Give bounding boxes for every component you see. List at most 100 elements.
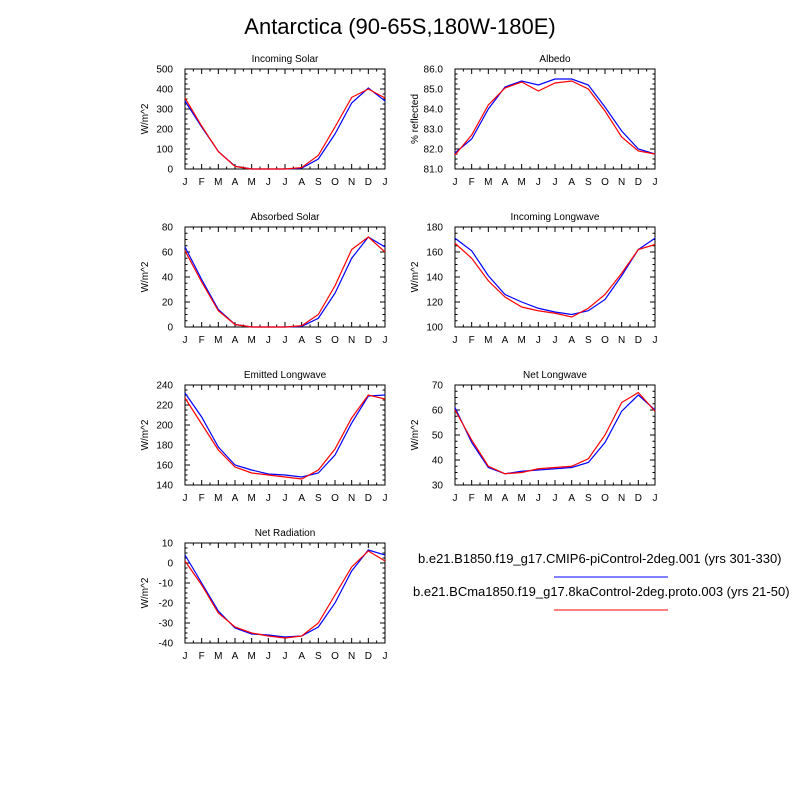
x-tick-label: J <box>653 335 658 346</box>
series-line-1 <box>184 549 386 638</box>
y-tick-label: 160 <box>426 248 443 259</box>
x-tick-label: O <box>331 335 339 346</box>
axes-frame <box>184 384 386 486</box>
x-tick-label: J <box>453 177 458 188</box>
x-tick-label: A <box>502 335 509 346</box>
x-tick-label: M <box>214 177 222 188</box>
x-tick-label: F <box>199 493 205 504</box>
x-tick-label: S <box>585 177 592 188</box>
series-line-1 <box>184 87 386 170</box>
y-tick-label: 240 <box>156 381 173 392</box>
x-tick-label: J <box>453 493 458 504</box>
x-tick-label: S <box>315 177 322 188</box>
y-tick-label: 84.0 <box>424 105 444 116</box>
y-tick-label: 70 <box>432 381 444 392</box>
x-tick-label: A <box>232 651 239 662</box>
x-tick-label: M <box>517 177 525 188</box>
x-tick-label: M <box>247 493 255 504</box>
legend: b.e21.B1850.f19_g17.CMIP6-piControl-2deg… <box>413 551 790 611</box>
x-tick-label: J <box>383 177 388 188</box>
x-tick-label: A <box>298 177 305 188</box>
x-tick-label: F <box>199 177 205 188</box>
x-tick-label: A <box>232 177 239 188</box>
x-tick-label: J <box>653 177 658 188</box>
series-line-2 <box>454 391 656 475</box>
series-line-1 <box>454 237 656 316</box>
y-axis-label: W/m^2 <box>140 577 151 608</box>
y-tick-label: 0 <box>167 323 173 334</box>
x-tick-label: A <box>502 177 509 188</box>
x-tick-label: D <box>635 493 642 504</box>
y-tick-label: 20 <box>162 298 174 309</box>
x-tick-label: D <box>365 493 372 504</box>
panel-title: Emitted Longwave <box>244 370 327 381</box>
x-tick-label: J <box>283 651 288 662</box>
x-tick-label: J <box>553 177 558 188</box>
y-tick-label: -10 <box>159 579 174 590</box>
y-tick-label: 200 <box>156 421 173 432</box>
x-tick-label: J <box>383 493 388 504</box>
x-tick-label: J <box>553 335 558 346</box>
x-tick-label: J <box>283 177 288 188</box>
x-tick-label: J <box>183 651 188 662</box>
x-tick-label: M <box>517 493 525 504</box>
y-tick-label: 140 <box>156 481 173 492</box>
axes-frame <box>454 68 656 170</box>
y-tick-label: 500 <box>156 65 173 76</box>
x-tick-label: D <box>365 177 372 188</box>
x-tick-label: O <box>601 177 609 188</box>
y-axis-label: W/m^2 <box>140 261 151 292</box>
y-tick-label: -30 <box>159 619 174 630</box>
legend-label: b.e21.B1850.f19_g17.CMIP6-piControl-2deg… <box>418 551 782 566</box>
x-tick-label: J <box>183 177 188 188</box>
x-tick-label: J <box>266 177 271 188</box>
x-tick-label: J <box>536 177 541 188</box>
x-tick-label: J <box>266 335 271 346</box>
series-line-1 <box>454 78 656 155</box>
y-tick-label: 85.0 <box>424 85 444 96</box>
x-tick-label: M <box>517 335 525 346</box>
x-tick-label: O <box>331 651 339 662</box>
panel-title: Incoming Solar <box>252 54 319 65</box>
y-tick-label: 140 <box>426 273 443 284</box>
y-tick-label: 400 <box>156 85 173 96</box>
x-tick-label: A <box>232 493 239 504</box>
series-line-2 <box>454 80 656 156</box>
x-tick-label: J <box>266 493 271 504</box>
y-tick-label: -40 <box>159 639 174 650</box>
x-tick-label: S <box>315 493 322 504</box>
x-tick-label: O <box>331 177 339 188</box>
y-tick-label: 82.0 <box>424 145 444 156</box>
x-tick-label: F <box>469 493 475 504</box>
x-tick-label: A <box>568 177 575 188</box>
y-tick-label: 120 <box>426 298 443 309</box>
x-tick-label: M <box>484 335 492 346</box>
panel-title: Incoming Longwave <box>511 212 600 223</box>
x-tick-label: J <box>383 651 388 662</box>
x-tick-label: F <box>469 177 475 188</box>
axes-frame <box>184 68 386 170</box>
x-tick-label: S <box>585 335 592 346</box>
series-line-2 <box>184 550 386 639</box>
y-tick-label: 100 <box>156 145 173 156</box>
x-tick-label: J <box>653 493 658 504</box>
x-tick-label: A <box>232 335 239 346</box>
x-tick-label: M <box>214 335 222 346</box>
y-tick-label: 60 <box>432 406 444 417</box>
y-tick-label: 180 <box>156 441 173 452</box>
panel-title: Absorbed Solar <box>251 212 321 223</box>
y-axis-label: W/m^2 <box>140 419 151 450</box>
x-tick-label: F <box>469 335 475 346</box>
y-tick-label: 80 <box>162 223 174 234</box>
y-tick-label: 50 <box>432 431 444 442</box>
x-tick-label: A <box>568 493 575 504</box>
x-tick-label: O <box>601 493 609 504</box>
series-line-2 <box>184 88 386 170</box>
x-tick-label: J <box>183 493 188 504</box>
x-tick-label: M <box>214 493 222 504</box>
x-tick-label: S <box>315 651 322 662</box>
axes-frame <box>184 542 386 644</box>
